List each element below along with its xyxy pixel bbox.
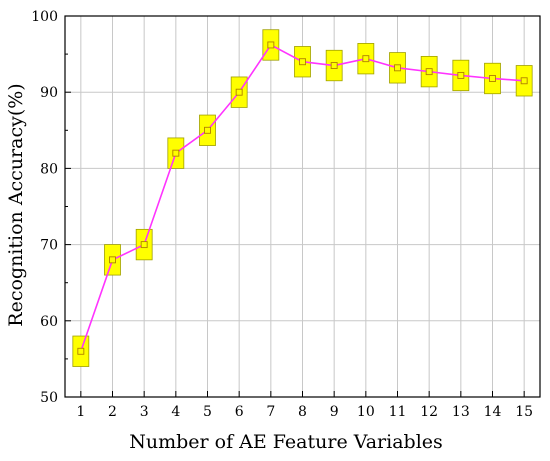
y-tick-label: 50 [40,390,58,406]
x-tick-label: 12 [420,404,438,420]
x-tick-label: 9 [330,404,339,420]
x-tick-label: 6 [235,404,244,420]
data-point [394,64,401,72]
data-point [109,256,116,264]
y-axis-label: Recognition Accuracy(%) [5,83,27,326]
x-tick-label: 7 [266,404,275,420]
y-tick-label: 60 [40,314,58,330]
x-tick-label: 1 [76,404,85,420]
data-point [299,58,306,66]
data-point [425,68,433,76]
x-tick-label: 4 [171,404,180,420]
data-point [172,149,180,157]
data-point [140,241,148,249]
data-point [457,71,465,79]
error-boxes [72,29,533,367]
y-tick-label: 70 [40,238,58,254]
data-markers [77,41,528,355]
data-point [330,62,338,69]
x-tick-label: 2 [108,404,117,420]
x-tick-label: 13 [452,404,470,420]
data-point [204,126,211,134]
y-tick-label: 100 [31,9,58,25]
data-point [77,347,85,355]
data-point [520,77,528,85]
x-tick-label: 8 [298,404,307,420]
data-point [235,88,243,96]
x-tick-labels: 1 2 3 4 5 6 7 8 9 10 11 12 13 14 15 [76,404,533,420]
y-tick-label: 90 [40,85,58,101]
axis-ticks [65,15,525,398]
x-tick-label: 3 [140,404,149,420]
data-point [267,41,275,49]
x-tick-label: 14 [484,404,502,420]
x-axis-label: Number of AE Feature Variables [129,431,443,453]
y-tick-label: 80 [40,161,58,177]
x-tick-label: 5 [203,404,212,420]
x-tick-label: 10 [357,404,375,420]
x-tick-label: 15 [515,404,533,420]
y-tick-labels: 50 60 70 80 90 100 [31,9,58,406]
data-point [362,55,370,63]
data-point [489,75,496,82]
x-tick-label: 11 [389,404,407,420]
